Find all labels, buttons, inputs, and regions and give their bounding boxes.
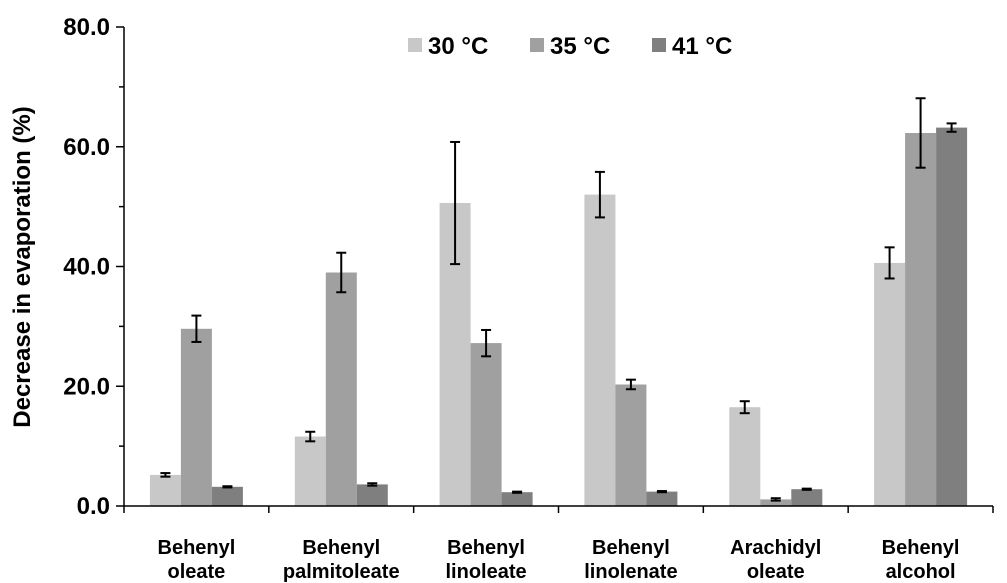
x-category-label: Behenyl oleate <box>158 537 236 583</box>
y-ticks: 0.0 20.0 40.0 60.0 80.0 <box>63 14 124 520</box>
y-tick-label: 40.0 <box>63 254 110 281</box>
error-bar <box>367 482 378 487</box>
bar <box>470 343 502 506</box>
bar <box>356 484 388 506</box>
error-bar <box>770 497 781 502</box>
error-bar <box>594 170 605 219</box>
bar <box>729 407 761 506</box>
legend-swatch <box>530 38 544 52</box>
error-bar <box>481 328 492 358</box>
x-category-label: Behenyl linoleate <box>446 537 527 583</box>
y-axis-title: Decrease in evaporation (%) <box>9 106 36 427</box>
error-bar <box>222 485 233 489</box>
x-category-label: Behenyl palmitoleate <box>283 537 400 583</box>
bar <box>294 436 326 506</box>
bar <box>874 262 906 506</box>
bar <box>584 194 616 506</box>
error-bar <box>884 246 895 280</box>
y-tick-label: 0.0 <box>77 493 110 520</box>
error-bar <box>305 430 316 443</box>
bar <box>760 499 792 506</box>
error-bar <box>946 122 957 133</box>
bar <box>325 272 357 506</box>
bar <box>501 492 533 506</box>
error-bar <box>450 140 461 266</box>
error-bar <box>915 97 926 169</box>
legend-item: 41 °C <box>652 33 732 60</box>
error-bar <box>801 487 812 491</box>
error-bar <box>739 400 750 415</box>
bar <box>905 133 937 506</box>
legend-item: 35 °C <box>530 33 610 60</box>
bar <box>180 328 212 506</box>
y-tick-label: 60.0 <box>63 134 110 161</box>
legend-label: 41 °C <box>672 33 732 60</box>
bar <box>149 474 181 506</box>
error-bar <box>625 378 636 391</box>
y-tick-label: 20.0 <box>63 373 110 400</box>
bar <box>615 384 647 506</box>
legend-item: 30 °C <box>408 33 488 60</box>
error-bar <box>512 490 523 494</box>
bar <box>646 491 678 506</box>
error-bar <box>656 490 667 494</box>
x-category-label: Behenyl linolenate <box>584 537 677 583</box>
x-labels: Behenyl oleate Behenyl palmitoleate Behenyl l… <box>158 537 960 583</box>
legend-swatch <box>652 38 666 52</box>
y-tick-label: 80.0 <box>63 14 110 41</box>
error-bars <box>160 97 957 502</box>
x-category-label: Behenyl alcohol <box>882 537 960 583</box>
legend-label: 35 °C <box>550 33 610 60</box>
legend: 30 °C 35 °C 41 °C <box>408 33 732 60</box>
error-bar <box>336 251 347 294</box>
error-bar <box>191 314 202 343</box>
legend-label: 30 °C <box>428 33 488 60</box>
axes <box>123 27 994 513</box>
bar <box>791 489 823 506</box>
bar <box>936 127 968 506</box>
x-category-label: Arachidyl oleate <box>730 537 821 583</box>
bars <box>149 127 968 506</box>
legend-swatch <box>408 38 422 52</box>
bar <box>211 486 243 506</box>
error-bar <box>160 472 171 478</box>
